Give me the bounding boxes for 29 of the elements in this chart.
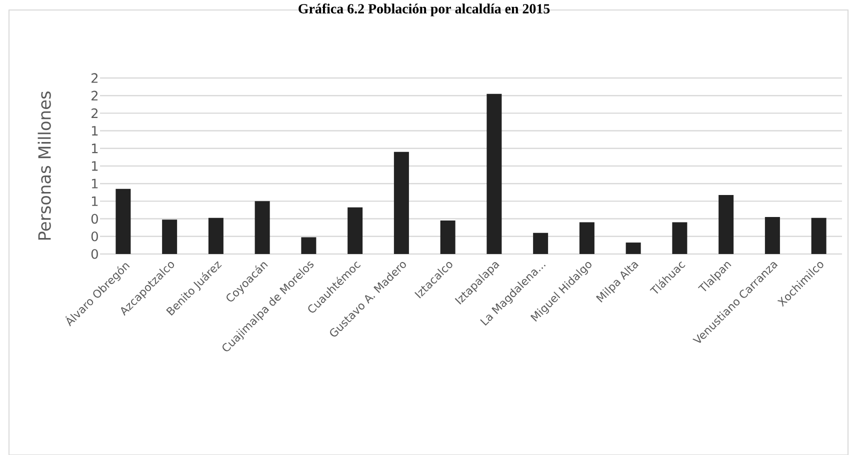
bar	[533, 232, 548, 254]
chart-title: Gráfica 6.2 Población por alcaldía en 2015	[298, 4, 550, 16]
bar	[718, 195, 734, 254]
bar	[579, 222, 594, 254]
y-tick-label: 1	[92, 126, 98, 136]
y-tick-label: 2	[92, 73, 98, 83]
bar	[301, 237, 316, 254]
bar	[348, 207, 363, 254]
bar	[672, 222, 688, 254]
bar	[208, 218, 224, 254]
y-tick-label: 1	[92, 161, 98, 171]
bar	[254, 201, 270, 254]
bar	[626, 242, 641, 254]
y-tick-label: 1	[92, 144, 98, 154]
bar	[394, 152, 409, 254]
y-tick-label: 0	[91, 214, 98, 224]
bar	[764, 217, 780, 254]
y-tick-label: 2	[92, 90, 98, 100]
y-tick-label: 2	[92, 108, 98, 118]
y-axis-title: Personas Millones	[38, 92, 51, 240]
bar	[811, 218, 826, 254]
y-tick-label: 0	[91, 231, 98, 242]
bar	[440, 220, 456, 254]
y-tick-label: 1	[92, 196, 98, 206]
bar	[116, 188, 131, 254]
bar	[486, 94, 502, 254]
y-tick-label: 1	[92, 178, 98, 188]
y-tick-label: 0	[91, 249, 98, 259]
bar	[162, 220, 178, 254]
